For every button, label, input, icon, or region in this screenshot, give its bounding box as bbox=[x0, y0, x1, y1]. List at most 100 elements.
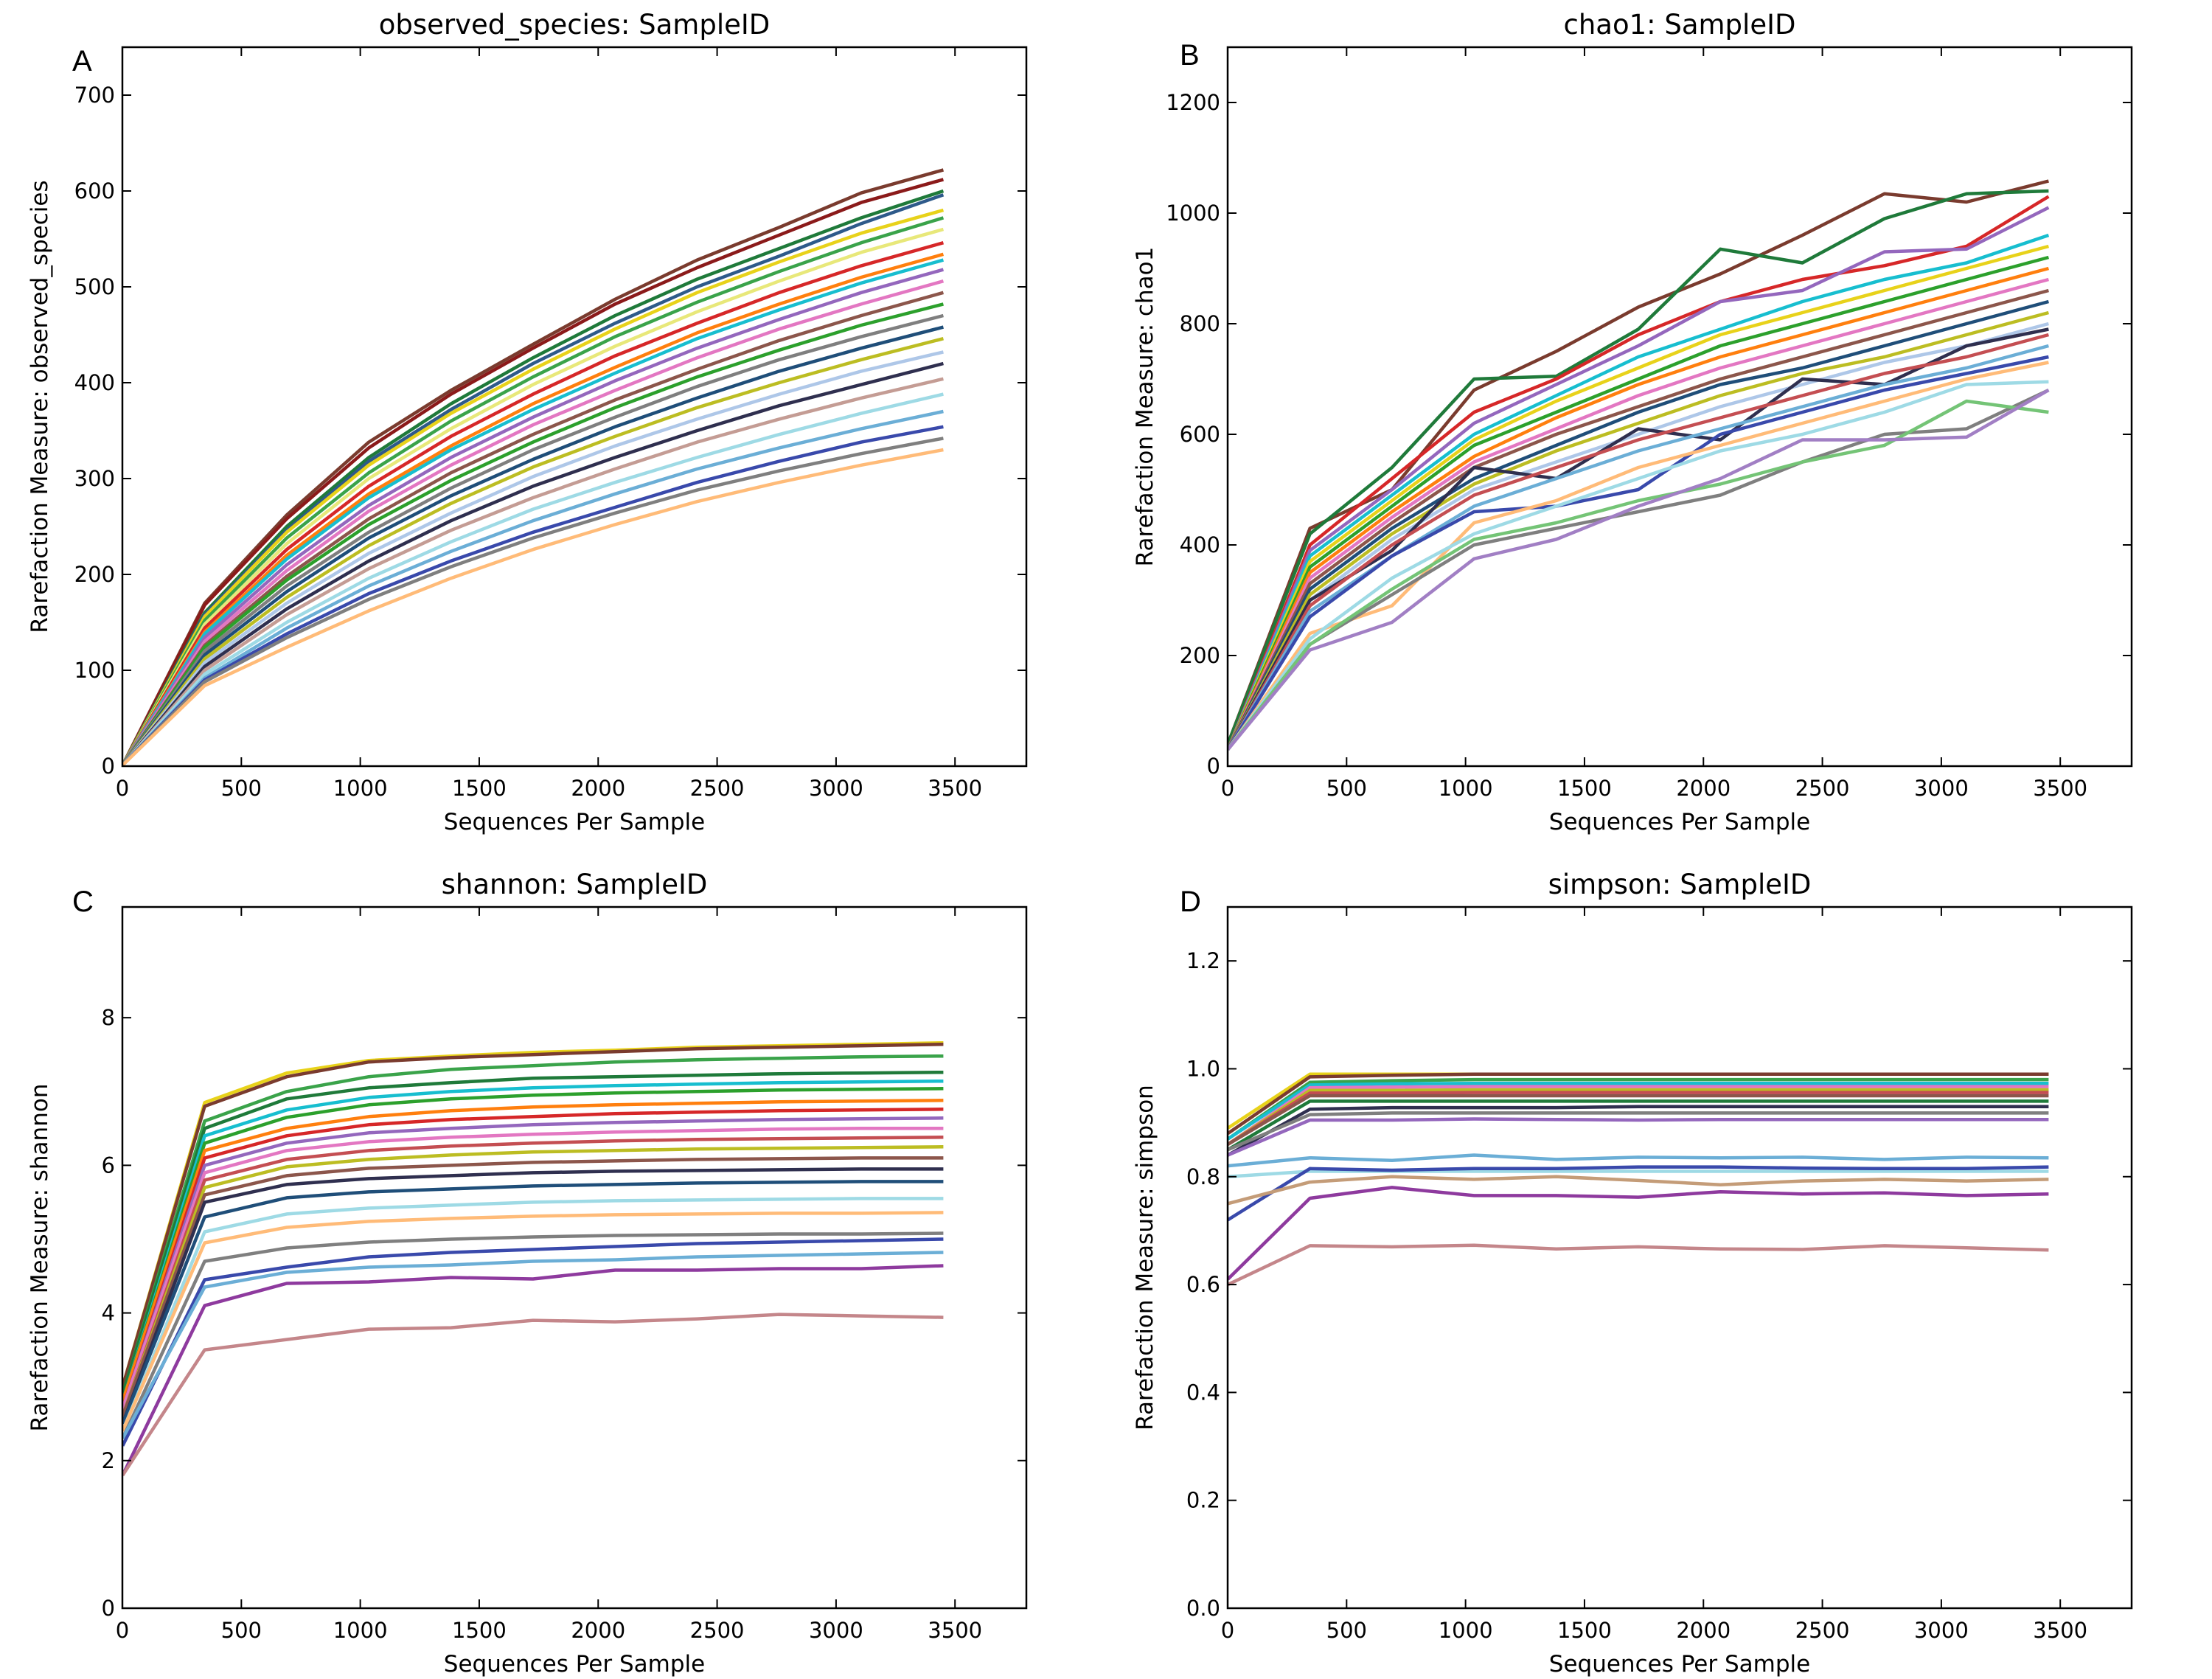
x-tick-label-a: 0 bbox=[116, 776, 129, 801]
series-line-c-8 bbox=[122, 1116, 944, 1410]
x-tick-label-d: 2000 bbox=[1676, 1618, 1731, 1643]
series-line-c-15 bbox=[122, 1197, 944, 1432]
x-tick-label-d: 2500 bbox=[1795, 1618, 1850, 1643]
x-tick-label-d: 1000 bbox=[1439, 1618, 1493, 1643]
series-line-a-4 bbox=[122, 208, 945, 766]
x-tick-label-c: 1500 bbox=[452, 1618, 507, 1643]
y-tick-label-a: 400 bbox=[74, 370, 115, 395]
panel-letter-d: D bbox=[1180, 886, 1201, 918]
y-tick-label-b: 400 bbox=[1180, 532, 1220, 557]
x-tick-label-c: 3500 bbox=[928, 1618, 982, 1643]
series-line-b-4 bbox=[1228, 233, 2050, 751]
series-line-c-10 bbox=[122, 1136, 944, 1417]
series-line-b-14 bbox=[1228, 333, 2049, 751]
series-line-a-10 bbox=[122, 268, 945, 766]
y-tick-label-a: 500 bbox=[74, 274, 115, 299]
y-tick-label-a: 700 bbox=[74, 83, 115, 108]
series-line-b-0 bbox=[1228, 179, 2049, 745]
x-tick-label-d: 500 bbox=[1326, 1618, 1367, 1643]
series-line-d-3 bbox=[1228, 1081, 2049, 1141]
y-tick-label-b: 600 bbox=[1180, 422, 1220, 447]
plot-frame-a bbox=[121, 46, 1028, 768]
series-line-c-17 bbox=[122, 1231, 944, 1439]
series-line-c-13 bbox=[122, 1167, 944, 1425]
series-line-a-17 bbox=[122, 350, 944, 766]
series-line-b-18 bbox=[1228, 380, 2049, 751]
series-line-d-8 bbox=[1228, 1099, 2049, 1152]
series-line-b-12 bbox=[1228, 321, 2049, 751]
y-tick-label-a: 200 bbox=[74, 562, 115, 587]
series-line-a-8 bbox=[122, 252, 945, 766]
y-tick-label-a: 600 bbox=[74, 178, 115, 204]
x-tick-label-b: 1500 bbox=[1557, 776, 1612, 801]
y-tick-label-b: 0 bbox=[1207, 754, 1220, 779]
x-tick-label-d: 0 bbox=[1221, 1618, 1234, 1643]
series-line-b-10 bbox=[1228, 299, 2049, 751]
y-tick-label-d: 0.8 bbox=[1186, 1164, 1220, 1189]
series-line-a-6 bbox=[122, 227, 945, 766]
y-tick-label-d: 0.2 bbox=[1186, 1488, 1220, 1513]
series-line-b-13 bbox=[1228, 327, 2049, 751]
series-line-d-13 bbox=[1228, 1169, 2049, 1179]
series-line-c-1 bbox=[122, 1042, 944, 1388]
x-tick-label-c: 2000 bbox=[571, 1618, 625, 1643]
series-line-b-9 bbox=[1228, 288, 2049, 751]
series-line-a-7 bbox=[122, 241, 945, 766]
x-tick-label-c: 1000 bbox=[333, 1618, 388, 1643]
x-tick-label-a: 1000 bbox=[333, 776, 388, 801]
x-tick-label-a: 1500 bbox=[452, 776, 507, 801]
plot-frame-b bbox=[1226, 46, 2133, 768]
series-line-b-16 bbox=[1228, 355, 2049, 751]
y-tick-label-c: 8 bbox=[102, 1005, 115, 1030]
series-line-d-9 bbox=[1228, 1105, 2049, 1157]
series-line-d-5 bbox=[1228, 1088, 2049, 1146]
x-axis-label-a: Sequences Per Sample bbox=[444, 809, 705, 835]
series-line-b-11 bbox=[1228, 310, 2049, 751]
series-line-d-14 bbox=[1228, 1165, 2049, 1222]
series-line-a-0 bbox=[122, 168, 945, 766]
series-line-a-2 bbox=[122, 189, 945, 766]
series-group-c bbox=[122, 1040, 944, 1477]
series-line-b-3 bbox=[1228, 206, 2050, 751]
series-line-b-5 bbox=[1228, 244, 2049, 751]
series-line-b-1 bbox=[1228, 189, 2049, 745]
series-line-d-12 bbox=[1228, 1153, 2049, 1168]
series-line-a-19 bbox=[122, 377, 944, 766]
series-line-a-1 bbox=[122, 178, 945, 766]
x-tick-label-a: 2000 bbox=[571, 776, 625, 801]
series-line-d-4 bbox=[1228, 1085, 2049, 1146]
series-line-c-4 bbox=[122, 1079, 944, 1402]
y-tick-label-a: 0 bbox=[102, 754, 115, 779]
series-line-b-6 bbox=[1228, 255, 2049, 751]
x-tick-label-d: 1500 bbox=[1557, 1618, 1612, 1643]
series-line-d-17 bbox=[1228, 1243, 2049, 1287]
y-tick-label-b: 800 bbox=[1180, 311, 1220, 336]
x-tick-label-a: 500 bbox=[221, 776, 262, 801]
y-tick-label-d: 1.0 bbox=[1186, 1056, 1220, 1081]
x-tick-label-b: 2500 bbox=[1795, 776, 1850, 801]
series-line-b-17 bbox=[1228, 361, 2049, 751]
plot-frame-c bbox=[121, 905, 1028, 1610]
series-line-c-3 bbox=[122, 1070, 944, 1395]
y-tick-label-b: 1000 bbox=[1166, 201, 1220, 226]
x-tick-label-b: 3000 bbox=[1914, 776, 1969, 801]
x-tick-label-b: 2000 bbox=[1676, 776, 1731, 801]
series-line-a-15 bbox=[122, 325, 944, 766]
series-line-a-5 bbox=[122, 216, 945, 766]
series-line-b-8 bbox=[1228, 277, 2049, 751]
series-line-c-11 bbox=[122, 1145, 944, 1417]
series-line-b-2 bbox=[1228, 195, 2050, 751]
x-tick-label-b: 1000 bbox=[1439, 776, 1493, 801]
x-tick-label-a: 3500 bbox=[928, 776, 982, 801]
x-tick-label-c: 0 bbox=[116, 1618, 129, 1643]
series-line-d-6 bbox=[1228, 1091, 2049, 1146]
x-tick-label-a: 2500 bbox=[690, 776, 745, 801]
series-line-a-18 bbox=[122, 361, 944, 766]
x-tick-label-a: 3000 bbox=[809, 776, 863, 801]
y-tick-label-d: 0.4 bbox=[1186, 1380, 1220, 1405]
x-axis-label-c: Sequences Per Sample bbox=[444, 1651, 705, 1678]
y-tick-label-a: 100 bbox=[74, 658, 115, 683]
